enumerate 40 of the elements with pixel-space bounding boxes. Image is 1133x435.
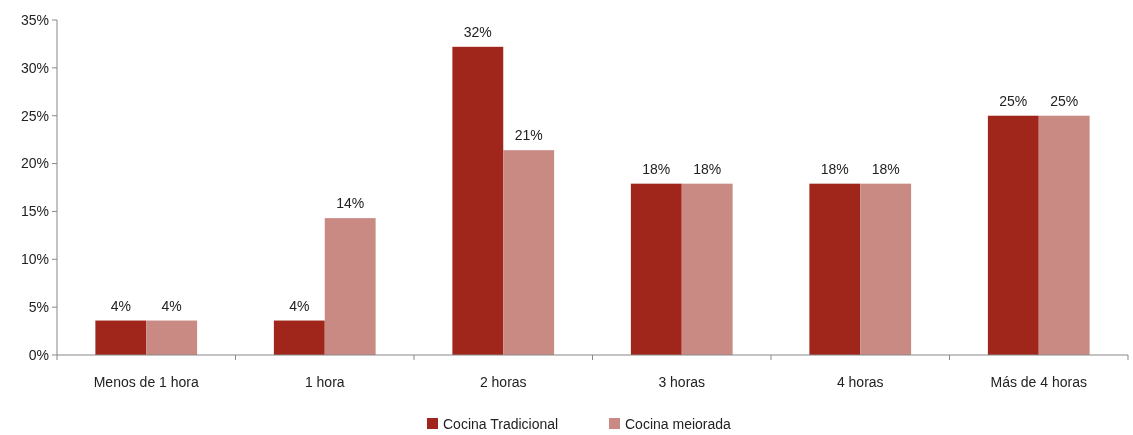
data-label: 18% [871, 160, 900, 177]
data-label: 25% [1050, 92, 1079, 109]
y-tick-label: 5% [28, 299, 49, 316]
data-label: 32% [463, 23, 492, 40]
legend-label: Cocina Tradicional [443, 416, 559, 432]
y-tick-label: 15% [20, 203, 49, 220]
data-label: 4% [110, 297, 131, 314]
data-label: 4% [289, 297, 310, 314]
y-tick-label: 35% [20, 11, 49, 28]
bar [503, 150, 555, 355]
bar [324, 218, 376, 355]
bar [273, 320, 325, 355]
data-label: 14% [336, 195, 365, 212]
y-tick-label: 20% [20, 155, 49, 172]
x-tick-label: 1 hora [304, 374, 345, 390]
bar [95, 320, 147, 355]
bar [452, 46, 504, 355]
x-tick-label: 4 horas [836, 374, 884, 390]
data-label: 4% [161, 297, 182, 314]
bar [681, 183, 733, 355]
bar [860, 183, 912, 355]
y-tick-label: 30% [20, 59, 49, 76]
bar [146, 320, 198, 355]
y-tick-label: 0% [28, 346, 49, 363]
legend-label: Cocina meiorada [625, 416, 732, 432]
data-label: 25% [999, 92, 1028, 109]
x-tick-label: Menos de 1 hora [93, 374, 199, 390]
bar [1038, 115, 1090, 355]
data-label: 21% [514, 127, 543, 144]
bar [809, 183, 861, 355]
y-tick-label: 10% [20, 251, 49, 268]
data-label: 18% [642, 160, 671, 177]
y-tick-label: 25% [20, 107, 49, 124]
data-label: 18% [693, 160, 722, 177]
x-tick-label: 2 horas [479, 374, 527, 390]
bar [987, 115, 1039, 355]
x-tick-label: Más de 4 horas [990, 374, 1087, 390]
bar [630, 183, 682, 355]
data-label: 18% [820, 160, 849, 177]
x-tick-label: 3 horas [658, 374, 706, 390]
